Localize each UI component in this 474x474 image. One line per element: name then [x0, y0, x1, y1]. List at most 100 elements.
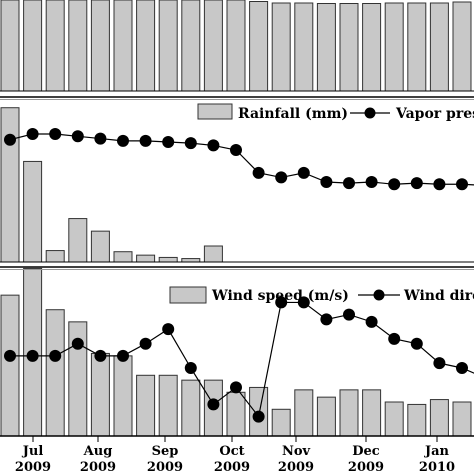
rainfall-bar	[0, 107, 20, 263]
x-tick-label-month: Sep	[152, 444, 179, 459]
legend-rainfall-label: Rainfall (mm)	[238, 106, 348, 122]
winddir-point	[117, 349, 129, 362]
legend-windspeed-label: Wind speed (m/s)	[211, 288, 349, 304]
top-bar	[45, 0, 65, 92]
rainfall-bar	[158, 256, 178, 263]
vapor-point	[26, 128, 39, 140]
winddir-point	[71, 337, 84, 350]
vapor-point	[71, 130, 84, 143]
legend-marker	[364, 107, 376, 119]
windspeed-bar	[136, 374, 156, 437]
top-bar	[68, 0, 88, 92]
legend-middle: Rainfall (mm) Vapor pres	[197, 103, 474, 122]
top-bar	[362, 3, 382, 92]
rainfall-bar	[203, 245, 223, 263]
vapor-point	[184, 137, 197, 150]
vapor-point	[49, 128, 62, 140]
x-tick-label-year: 2009	[15, 460, 51, 474]
top-bar	[136, 0, 156, 92]
rainfall-bar	[136, 254, 156, 263]
top-bar	[113, 0, 133, 92]
top-bar	[384, 2, 404, 92]
windspeed-bar	[294, 389, 314, 437]
winddir-point	[139, 337, 152, 350]
winddir-point	[252, 410, 265, 423]
windspeed-bar	[429, 399, 449, 437]
vapor-point	[162, 136, 175, 148]
vapor-point	[297, 166, 310, 179]
legend-bar-swatch	[197, 103, 233, 120]
top-bar	[452, 1, 472, 92]
vapor-point	[207, 139, 220, 152]
windspeed-bar	[452, 401, 472, 437]
x-tick-label-year: 2009	[278, 460, 314, 474]
winddir-point	[49, 349, 62, 362]
windspeed-bar	[113, 355, 133, 437]
panel-bottom	[0, 267, 474, 437]
rainfall-bar	[68, 218, 88, 263]
windspeed-bar	[362, 389, 382, 437]
x-axis: Jul2009Aug2009Sep2009Oct2009Nov2009Dec20…	[0, 96, 474, 474]
vapor-point	[139, 134, 152, 147]
top-bar	[181, 0, 201, 92]
top-bar	[249, 1, 269, 92]
top-bar	[294, 2, 314, 92]
vapor-point	[456, 178, 468, 191]
winddir-point	[230, 381, 242, 394]
vapor-point	[230, 144, 242, 156]
legend-marker	[373, 289, 385, 301]
winddir-point	[388, 332, 401, 345]
top-bar	[429, 2, 449, 92]
vapor-point	[388, 178, 401, 191]
x-tick-label-month: Dec	[352, 444, 380, 459]
winddir-point	[184, 362, 197, 374]
top-bar	[339, 3, 359, 92]
vapor-point	[410, 177, 423, 190]
legend-vapor-label: Vapor pres	[395, 106, 474, 122]
windspeed-bar	[181, 379, 201, 437]
x-tick-label-month: Jul	[22, 444, 44, 459]
x-tick-label-month: Nov	[282, 444, 311, 459]
x-tick-label-month: Aug	[83, 444, 113, 459]
panel-middle	[0, 107, 474, 263]
panel-top	[0, 0, 474, 92]
top-bar	[271, 2, 291, 92]
rainfall-bar	[181, 258, 201, 263]
windspeed-bar	[0, 294, 20, 437]
winddir-point	[410, 337, 423, 350]
top-bar	[90, 0, 110, 92]
windspeed-bar	[384, 401, 404, 437]
windspeed-bar	[226, 391, 246, 437]
windspeed-bar	[316, 396, 336, 437]
vapor-point	[433, 178, 446, 191]
rainfall-bar	[45, 250, 65, 263]
x-tick-label-year: 2009	[147, 460, 183, 474]
winddir-point	[320, 313, 333, 326]
x-tick-label-year: 2009	[80, 460, 116, 474]
winddir-point	[456, 362, 468, 374]
vapor-point	[4, 133, 16, 146]
vapor-point	[117, 134, 129, 147]
rainfall-bar	[23, 160, 43, 263]
windspeed-bar	[407, 403, 427, 437]
windspeed-bar	[271, 408, 291, 437]
rainfall-bar	[113, 251, 133, 263]
top-bar	[316, 3, 336, 92]
winddir-point	[94, 349, 107, 362]
vapor-point	[343, 177, 355, 190]
windspeed-bar	[90, 352, 110, 437]
winddir-point	[162, 323, 175, 336]
legend-winddir-label: Wind dire	[403, 288, 474, 304]
vapor-point	[94, 132, 107, 145]
vapor-point	[320, 176, 333, 188]
winddir-point	[433, 357, 446, 370]
vapor-point	[365, 176, 378, 188]
x-tick-label-month: Oct	[219, 444, 244, 459]
windspeed-bar	[158, 374, 178, 437]
x-tick-label-year: 2009	[348, 460, 384, 474]
windspeed-bar	[45, 309, 65, 437]
winddir-point	[343, 308, 355, 321]
top-bar	[203, 0, 223, 92]
